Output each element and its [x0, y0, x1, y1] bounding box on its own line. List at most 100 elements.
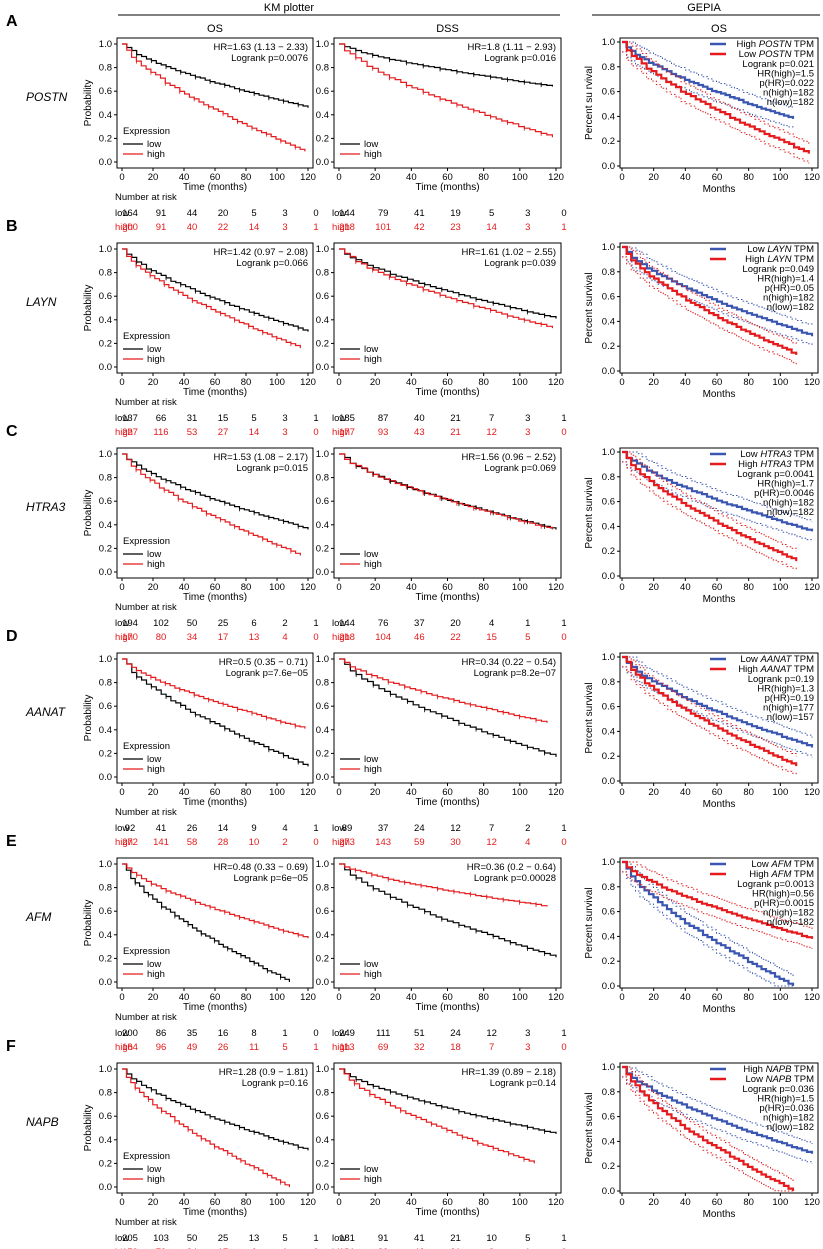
gepia-stat-line: Logrank p=0.0013 — [737, 879, 814, 890]
ci-upper-red — [622, 1066, 794, 1182]
y-tick-label: 1.0 — [99, 654, 112, 665]
x-tick-label: 120 — [804, 787, 820, 798]
risk-count-low: 164 — [122, 208, 138, 219]
x-tick-label: 60 — [712, 1197, 723, 1208]
km-low-curve — [339, 43, 553, 87]
x-tick-label: 20 — [648, 172, 659, 183]
x-tick-label: 60 — [442, 1197, 453, 1208]
risk-count-low: 20 — [218, 208, 229, 219]
gepia-plot-frame — [619, 652, 819, 784]
risk-count-low: 91 — [378, 1233, 389, 1244]
legend-label-red: High LAYN TPM — [745, 254, 814, 265]
y-axis-label: Probability — [83, 285, 94, 332]
y-tick-label: 0.6 — [602, 702, 615, 713]
risk-count-low: 26 — [187, 823, 198, 834]
x-axis-label: Time (months) — [415, 182, 479, 193]
km-high-curve — [122, 1068, 290, 1187]
x-tick-label: 40 — [680, 992, 691, 1003]
y-tick-label: 0.4 — [316, 930, 329, 941]
x-axis-label: Time (months) — [183, 592, 247, 603]
risk-count-high: 89 — [378, 1247, 389, 1249]
km-high-curve — [339, 658, 548, 723]
risk-count-low: 1 — [313, 1233, 318, 1244]
legend-label-high: high — [147, 559, 165, 570]
legend-label-low: low — [364, 1164, 378, 1175]
y-tick-label: 0.0 — [99, 977, 112, 988]
risk-count-high: 28 — [218, 837, 229, 848]
risk-count-low: 92 — [125, 823, 136, 834]
y-tick-label: 0.2 — [602, 1161, 615, 1172]
x-tick-label: 100 — [269, 787, 285, 798]
y-tick-label: 0.8 — [99, 473, 112, 484]
risk-count-high: 91 — [156, 222, 167, 233]
km-low-curve — [339, 658, 557, 757]
legend-label-high: high — [364, 764, 382, 775]
x-tick-label: 20 — [370, 377, 381, 388]
risk-count-low: 185 — [339, 413, 355, 424]
y-tick-label: 0.6 — [99, 86, 112, 97]
x-tick-label: 0 — [619, 172, 624, 183]
risk-row-label-high: high — [332, 1247, 350, 1249]
legend-label-red: Low POSTN TPM — [739, 49, 814, 60]
risk-count-high: 17 — [218, 1247, 229, 1249]
y-tick-label: 0.6 — [602, 497, 615, 508]
legend-label-high: high — [364, 1174, 382, 1185]
legend-label-low: low — [364, 344, 378, 355]
panel-letter: F — [6, 1038, 16, 1055]
y-tick-label: 0.0 — [316, 977, 329, 988]
x-tick-label: 0 — [119, 582, 124, 593]
risk-count-low: 5 — [251, 208, 256, 219]
legend-label-blue: High NAPB TPM — [743, 1064, 814, 1075]
gepia-plot: 0 20 40 60 80 100 120 0.0 0.2 0.4 0.6 0.8 1.0 Months P… — [584, 652, 820, 810]
y-tick-label: 0.2 — [602, 956, 615, 967]
x-tick-label: 100 — [512, 172, 528, 183]
x-tick-label: 20 — [648, 787, 659, 798]
ci-lower-blue — [622, 871, 793, 987]
x-axis-label: Time (months) — [183, 1207, 247, 1218]
risk-count-low: 19 — [450, 208, 461, 219]
risk-row-label-low: low — [332, 1028, 346, 1039]
risk-count-low: 12 — [486, 1028, 497, 1039]
hazard-ratio-label: HR=1.56 (0.96 − 2.52) — [461, 452, 556, 463]
legend-title: Expression — [123, 1151, 170, 1162]
gepia-plot-title: OS — [711, 23, 727, 35]
panel-letter: E — [6, 833, 17, 850]
gepia-stat-line: p(HR)=0.05 — [765, 283, 814, 294]
y-tick-label: 0.4 — [99, 315, 112, 326]
gepia-plot: 0 20 40 60 80 100 120 0.0 0.2 0.4 0.6 0.8 1.0 Months P… — [584, 1062, 820, 1220]
risk-count-high: 164 — [122, 1042, 138, 1053]
hazard-ratio-label: HR=1.39 (0.89 − 2.18) — [461, 1067, 556, 1078]
risk-count-low: 103 — [153, 1233, 169, 1244]
gepia-blue-curve — [622, 245, 814, 337]
risk-row-label-high: high — [332, 632, 350, 643]
ci-upper-blue — [622, 41, 794, 109]
hazard-ratio-label: HR=0.5 (0.35 − 0.71) — [219, 657, 308, 668]
y-tick-label: 1.0 — [99, 244, 112, 255]
y-tick-label: 1.0 — [99, 39, 112, 50]
x-axis-label: Time (months) — [415, 387, 479, 398]
x-tick-label: 120 — [548, 377, 564, 388]
y-tick-label: 0.2 — [316, 1158, 329, 1169]
y-tick-label: 0.4 — [99, 1135, 112, 1146]
ci-upper-blue — [622, 246, 813, 327]
x-axis-label: Time (months) — [415, 592, 479, 603]
gepia-blue-curve — [622, 450, 814, 532]
km-high-curve — [122, 248, 301, 349]
risk-count-low: 3 — [525, 413, 530, 424]
gepia-stat-line: Logrank p=0.036 — [742, 1084, 814, 1095]
x-tick-label: 120 — [548, 172, 564, 183]
x-tick-label: 60 — [712, 582, 723, 593]
risk-count-high: 58 — [187, 837, 198, 848]
risk-count-high: 93 — [378, 427, 389, 438]
y-tick-label: 0.8 — [316, 473, 329, 484]
y-tick-label: 0.0 — [316, 157, 329, 168]
risk-count-low: 8 — [251, 1028, 256, 1039]
logrank-label: Logrank p=0.015 — [236, 463, 308, 474]
risk-count-high: 273 — [339, 837, 355, 848]
